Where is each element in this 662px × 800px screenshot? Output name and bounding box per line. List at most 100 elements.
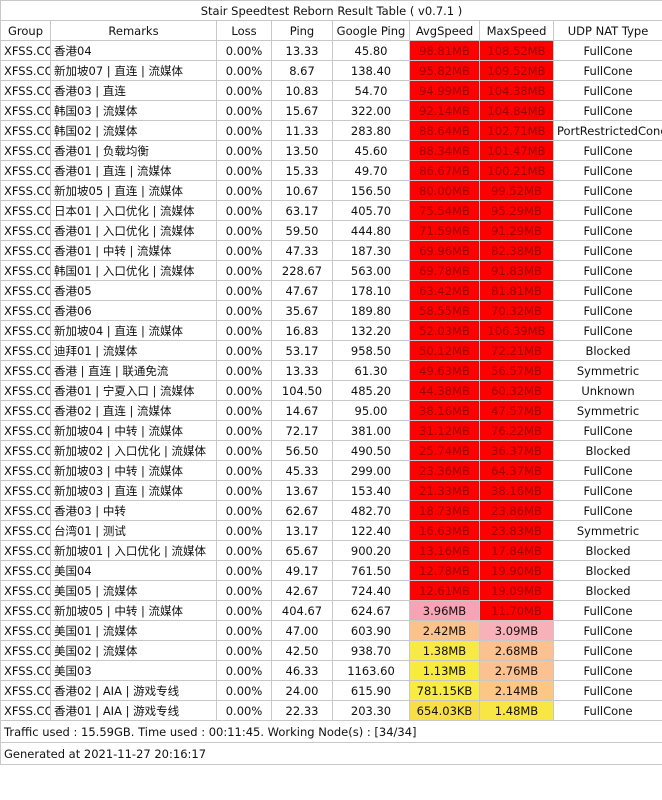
remarks-cell: 新加坡03 | 直连 | 流媒体	[50, 480, 217, 501]
loss-cell: 0.00%	[216, 460, 272, 481]
google-ping-cell: 283.80	[332, 120, 410, 141]
ping-cell: 62.67	[271, 500, 333, 521]
max-speed-cell: 19.90MB	[479, 560, 554, 581]
group-cell: XFSS.CC	[0, 540, 51, 561]
loss-cell: 0.00%	[216, 400, 272, 421]
group-cell: XFSS.CC	[0, 620, 51, 641]
avg-speed-cell: 2.42MB	[409, 620, 480, 641]
max-speed-cell: 23.83MB	[479, 520, 554, 541]
remarks-cell: 美国02 | 流媒体	[50, 640, 217, 661]
ping-cell: 42.67	[271, 580, 333, 601]
avg-speed-cell: 98.81MB	[409, 40, 480, 61]
google-ping-cell: 156.50	[332, 180, 410, 201]
header-cell: UDP NAT Type	[552, 20, 662, 41]
ping-cell: 72.17	[271, 420, 333, 441]
remarks-cell: 迪拜01 | 流媒体	[50, 340, 217, 361]
avg-speed-cell: 58.55MB	[409, 300, 480, 321]
ping-cell: 59.50	[271, 220, 333, 241]
data-row: XFSS.CC 新加坡01 | 入口优化 | 流媒体 0.00% 65.67 900.2…	[0, 540, 662, 561]
max-speed-cell: 106.39MB	[479, 320, 554, 341]
ping-cell: 47.33	[271, 240, 333, 261]
remarks-cell: 日本01 | 入口优化 | 流媒体	[50, 200, 217, 221]
max-speed-cell: 64.37MB	[479, 460, 554, 481]
max-speed-cell: 1.48MB	[479, 700, 554, 721]
max-speed-cell: 104.38MB	[479, 80, 554, 101]
remarks-cell: 香港01 | 直连 | 流媒体	[50, 160, 217, 181]
udp-nat-type-cell: Blocked	[552, 580, 662, 601]
loss-cell: 0.00%	[216, 180, 272, 201]
data-row: XFSS.CC 新加坡07 | 直连 | 流媒体 0.00% 8.67 138.40 95…	[0, 60, 662, 81]
data-row: XFSS.CC 韩国02 | 流媒体 0.00% 11.33 283.80 88.64MB…	[0, 120, 662, 141]
remarks-cell: 美国03	[50, 660, 217, 681]
avg-speed-cell: 12.78MB	[409, 560, 480, 581]
udp-nat-type-cell: FullCone	[552, 200, 662, 221]
google-ping-cell: 178.10	[332, 280, 410, 301]
data-row: XFSS.CC 新加坡05 | 中转 | 流媒体 0.00% 404.67 624.67…	[0, 600, 662, 621]
max-speed-cell: 60.32MB	[479, 380, 554, 401]
max-speed-cell: 2.68MB	[479, 640, 554, 661]
remarks-cell: 香港02 | AIA | 游戏专线	[50, 680, 217, 701]
loss-cell: 0.00%	[216, 700, 272, 721]
max-speed-cell: 81.81MB	[479, 280, 554, 301]
avg-speed-cell: 94.99MB	[409, 80, 480, 101]
avg-speed-cell: 654.03KB	[409, 700, 480, 721]
loss-cell: 0.00%	[216, 240, 272, 261]
group-cell: XFSS.CC	[0, 100, 51, 121]
ping-cell: 15.67	[271, 100, 333, 121]
group-cell: XFSS.CC	[0, 420, 51, 441]
max-speed-cell: 95.29MB	[479, 200, 554, 221]
google-ping-cell: 485.20	[332, 380, 410, 401]
udp-nat-type-cell: FullCone	[552, 640, 662, 661]
header-row: Group Remarks Loss Ping Google Ping AvgSpeed M…	[0, 20, 662, 41]
remarks-cell: 香港01 | 中转 | 流媒体	[50, 240, 217, 261]
google-ping-cell: 1163.60	[332, 660, 410, 681]
udp-nat-type-cell: Symmetric	[552, 520, 662, 541]
data-row: XFSS.CC 香港01 | 负载均衡 0.00% 13.50 45.60 88.34MB…	[0, 140, 662, 161]
loss-cell: 0.00%	[216, 540, 272, 561]
udp-nat-type-cell: FullCone	[552, 80, 662, 101]
google-ping-cell: 490.50	[332, 440, 410, 461]
group-cell: XFSS.CC	[0, 280, 51, 301]
group-cell: XFSS.CC	[0, 500, 51, 521]
ping-cell: 404.67	[271, 600, 333, 621]
max-speed-cell: 11.70MB	[479, 600, 554, 621]
group-cell: XFSS.CC	[0, 140, 51, 161]
data-row: XFSS.CC 韩国01 | 入口优化 | 流媒体 0.00% 228.67 563.0…	[0, 260, 662, 281]
group-cell: XFSS.CC	[0, 240, 51, 261]
google-ping-cell: 189.80	[332, 300, 410, 321]
loss-cell: 0.00%	[216, 480, 272, 501]
loss-cell: 0.00%	[216, 280, 272, 301]
udp-nat-type-cell: Symmetric	[552, 360, 662, 381]
avg-speed-cell: 63.42MB	[409, 280, 480, 301]
data-row: XFSS.CC 香港06 0.00% 35.67 189.80 58.55MB 70.32M…	[0, 300, 662, 321]
google-ping-cell: 563.00	[332, 260, 410, 281]
loss-cell: 0.00%	[216, 80, 272, 101]
avg-speed-cell: 50.12MB	[409, 340, 480, 361]
ping-cell: 104.50	[271, 380, 333, 401]
group-cell: XFSS.CC	[0, 520, 51, 541]
ping-cell: 228.67	[271, 260, 333, 281]
data-row: XFSS.CC 香港01 | AIA | 游戏专线 0.00% 22.33 203.30…	[0, 700, 662, 721]
avg-speed-cell: 23.36MB	[409, 460, 480, 481]
remarks-cell: 香港01 | 宁夏入口 | 流媒体	[50, 380, 217, 401]
group-cell: XFSS.CC	[0, 200, 51, 221]
data-row: XFSS.CC 韩国03 | 流媒体 0.00% 15.67 322.00 92.14MB…	[0, 100, 662, 121]
data-row: XFSS.CC 美国04 0.00% 49.17 761.50 12.78MB 19.90M…	[0, 560, 662, 581]
group-cell: XFSS.CC	[0, 400, 51, 421]
ping-cell: 56.50	[271, 440, 333, 461]
ping-cell: 47.67	[271, 280, 333, 301]
group-cell: XFSS.CC	[0, 80, 51, 101]
max-speed-cell: 38.16MB	[479, 480, 554, 501]
google-ping-cell: 187.30	[332, 240, 410, 261]
data-row: XFSS.CC 香港05 0.00% 47.67 178.10 63.42MB 81.81M…	[0, 280, 662, 301]
avg-speed-cell: 52.03MB	[409, 320, 480, 341]
remarks-cell: 新加坡02 | 入口优化 | 流媒体	[50, 440, 217, 461]
udp-nat-type-cell: Blocked	[552, 440, 662, 461]
google-ping-cell: 45.80	[332, 40, 410, 61]
loss-cell: 0.00%	[216, 440, 272, 461]
max-speed-cell: 101.47MB	[479, 140, 554, 161]
remarks-cell: 香港 | 直连 | 联通免流	[50, 360, 217, 381]
udp-nat-type-cell: FullCone	[552, 500, 662, 521]
group-cell: XFSS.CC	[0, 600, 51, 621]
